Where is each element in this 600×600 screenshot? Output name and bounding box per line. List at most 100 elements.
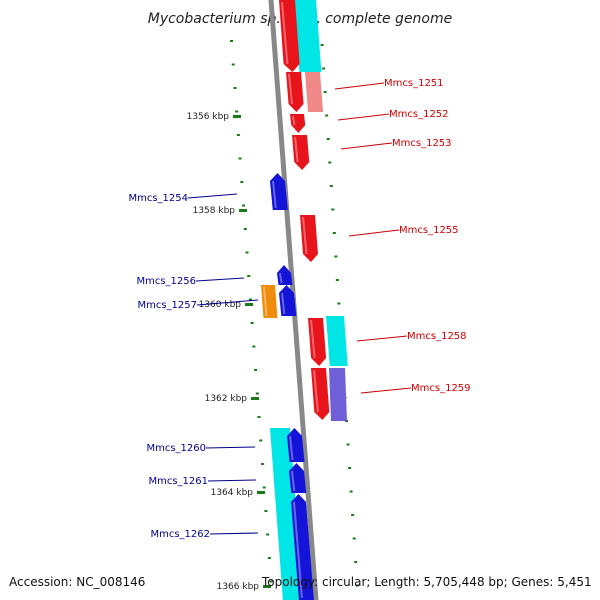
tick-dot xyxy=(269,580,273,583)
tick-dot xyxy=(233,87,237,89)
tick-dot xyxy=(335,279,339,281)
gene-labels: Mmcs_1251 Mmcs_1252 Mmcs_1253 Mmcs_1254 Mmcs… xyxy=(128,78,470,540)
tick-dot xyxy=(248,298,252,301)
gene-arrow xyxy=(289,463,307,493)
gene-label: Mmcs_1253 xyxy=(392,138,452,149)
gene-label: Mmcs_1258 xyxy=(407,331,467,342)
tick-dot xyxy=(352,537,356,540)
cds-bar xyxy=(270,428,303,600)
kbp-tick-mark xyxy=(257,491,265,494)
gene-label: Mmcs_1262 xyxy=(150,529,210,540)
tick-dot xyxy=(332,232,336,234)
tick-dot xyxy=(264,510,268,512)
gene-leader-line xyxy=(196,299,259,306)
gene-leader-line xyxy=(205,446,256,449)
gene-arrow-highlight xyxy=(272,180,277,209)
gene-arrow xyxy=(286,72,304,112)
gene-arrow-highlight xyxy=(289,435,294,461)
kbp-scale: 1356 kbp 1358 kbp 1360 kbp 1362 kbp 1364 kbp… xyxy=(187,112,271,592)
tick-dot xyxy=(260,463,264,465)
tick-dot xyxy=(255,392,259,395)
cds-track xyxy=(270,0,348,600)
gene-label: Mmcs_1256 xyxy=(136,276,196,287)
gene-arrow-highlight xyxy=(288,73,293,105)
kbp-tick-label: 1356 kbp xyxy=(187,112,230,122)
tick-dot xyxy=(337,302,341,305)
gene-label: Mmcs_1261 xyxy=(148,476,208,487)
tick-dot xyxy=(354,561,358,563)
tick-dot xyxy=(334,255,338,258)
gene-arrow-highlight xyxy=(291,470,296,492)
gene-arrow-highlight xyxy=(281,1,289,65)
gene-label: Mmcs_1260 xyxy=(146,443,206,454)
tick-dot xyxy=(257,416,261,418)
gene-label: Mmcs_1251 xyxy=(384,78,444,89)
gene-arrow-highlight xyxy=(293,501,303,599)
tick-dot xyxy=(266,533,270,536)
gene-arrow-highlight xyxy=(279,272,283,284)
gene-arrow xyxy=(311,368,330,420)
kbp-tick-label: 1366 kbp xyxy=(217,582,260,592)
tick-dot xyxy=(252,345,256,348)
gene-arrow xyxy=(270,173,288,210)
gene-leader-line xyxy=(348,229,400,237)
tick-dot xyxy=(328,161,332,164)
kbp-tick-label: 1360 kbp xyxy=(199,300,242,310)
cds-bar xyxy=(305,72,323,112)
tick-dot xyxy=(323,91,327,93)
tick-dot xyxy=(329,185,333,187)
tick-dot xyxy=(231,63,235,66)
tick-dot xyxy=(230,40,233,42)
tick-dot xyxy=(351,514,355,516)
gene-arrow xyxy=(279,0,300,72)
gene-arrow xyxy=(279,285,297,316)
gene-arrow xyxy=(290,114,306,133)
gene-label: Mmcs_1259 xyxy=(411,383,471,394)
kbp-tick-label: 1358 kbp xyxy=(193,206,236,216)
cds-bar xyxy=(326,316,348,366)
cds-bar xyxy=(294,0,322,72)
gene-arrow-highlight xyxy=(302,216,308,255)
kbp-tick-label: 1364 kbp xyxy=(211,488,254,498)
tick-dot xyxy=(243,228,247,230)
accession-text: Accession: NC_008146 xyxy=(9,575,145,589)
kbp-tick-mark xyxy=(263,585,271,588)
gene-arrow xyxy=(308,318,327,366)
gene-arrow xyxy=(287,428,305,462)
gene-arrow xyxy=(292,135,310,170)
summary-text: Topology: circular; Length: 5,705,448 bp… xyxy=(261,575,592,589)
tick-dot xyxy=(346,443,350,446)
gene-leader-line xyxy=(360,387,412,394)
kbp-tick-mark xyxy=(251,397,259,400)
gene-leader-line xyxy=(207,479,257,482)
tick-dot xyxy=(242,204,246,207)
gene-leader-line xyxy=(337,113,390,121)
tick-dot xyxy=(322,67,326,70)
gene-arrow xyxy=(291,494,314,600)
tick-dot xyxy=(240,181,244,183)
tick-dot xyxy=(325,114,329,117)
gene-leader-line xyxy=(209,532,259,535)
tick-dot xyxy=(320,44,324,46)
gene-label: Mmcs_1255 xyxy=(399,225,459,236)
tick-dot xyxy=(245,251,249,254)
tick-dot xyxy=(348,467,352,469)
gene-arrow xyxy=(261,285,278,318)
tick-dot xyxy=(236,134,240,136)
kbp-tick-mark xyxy=(239,209,247,212)
tick-dot xyxy=(331,208,335,211)
tick-dot xyxy=(235,110,239,113)
gene-arrow-highlight xyxy=(263,286,268,317)
kbp-tick-mark xyxy=(245,303,253,306)
gene-label: Mmcs_1252 xyxy=(389,109,449,120)
gene-arrow xyxy=(300,215,318,262)
tick-dot xyxy=(238,157,242,160)
gene-arrow xyxy=(277,265,293,285)
tick-dot xyxy=(349,490,353,493)
tick-dot xyxy=(326,138,330,140)
tick-dot xyxy=(247,275,251,277)
gene-leader-line xyxy=(356,335,408,342)
tick-dot xyxy=(262,486,266,489)
gene-arrow-highlight xyxy=(294,136,299,163)
